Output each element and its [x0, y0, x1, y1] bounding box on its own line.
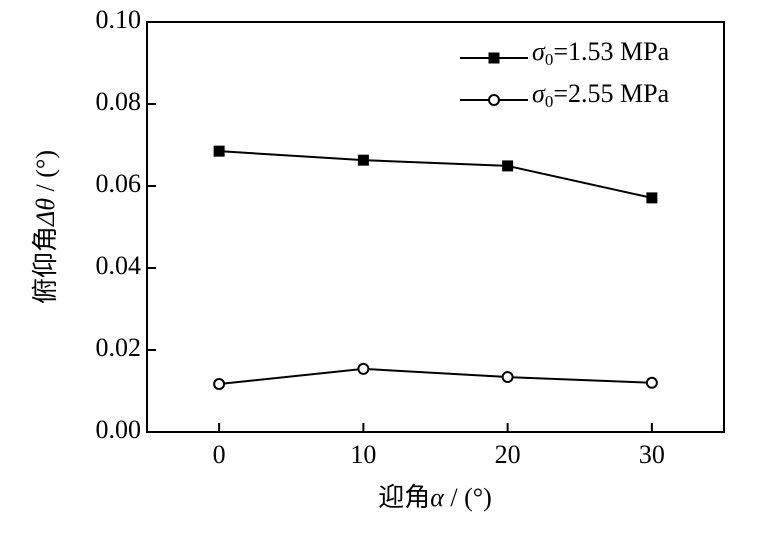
x-axis-label: 迎角α / (°): [378, 483, 492, 512]
legend-marker: [488, 94, 500, 106]
legend-marker: [488, 52, 500, 64]
x-tick-label: 10: [350, 440, 376, 469]
legend-label: σ0=1.53 MPa: [532, 37, 670, 69]
x-tick-label: 20: [495, 440, 521, 469]
series-line: [219, 367, 652, 386]
y-tick-label: 0.06: [96, 169, 142, 198]
y-label-part: Δθ: [31, 198, 60, 227]
marker: [213, 145, 225, 157]
marker: [502, 160, 514, 172]
y-tick-label: 0.10: [96, 5, 142, 34]
x-tick-label: 0: [213, 440, 226, 469]
series-line: [219, 150, 653, 199]
y-axis-label: 俯仰角Δθ / (°): [31, 150, 60, 304]
x-label-part: 迎角: [378, 483, 430, 512]
marker: [357, 154, 369, 166]
marker: [645, 376, 658, 389]
y-label-part: / (°): [31, 150, 60, 198]
x-tick-label: 30: [639, 440, 665, 469]
marker: [357, 362, 370, 375]
x-label-part: / (°): [444, 483, 492, 512]
marker: [213, 378, 226, 391]
y-label-part: 俯仰角: [31, 226, 60, 304]
marker: [501, 371, 514, 384]
marker: [646, 192, 658, 204]
y-tick-label: 0.04: [96, 251, 142, 280]
y-tick-label: 0.00: [96, 415, 142, 444]
x-label-part: α: [430, 483, 445, 512]
y-tick-label: 0.08: [96, 87, 142, 116]
y-tick-label: 0.02: [96, 333, 142, 362]
legend-label: σ0=2.55 MPa: [532, 79, 670, 111]
plot-frame: [146, 21, 725, 433]
